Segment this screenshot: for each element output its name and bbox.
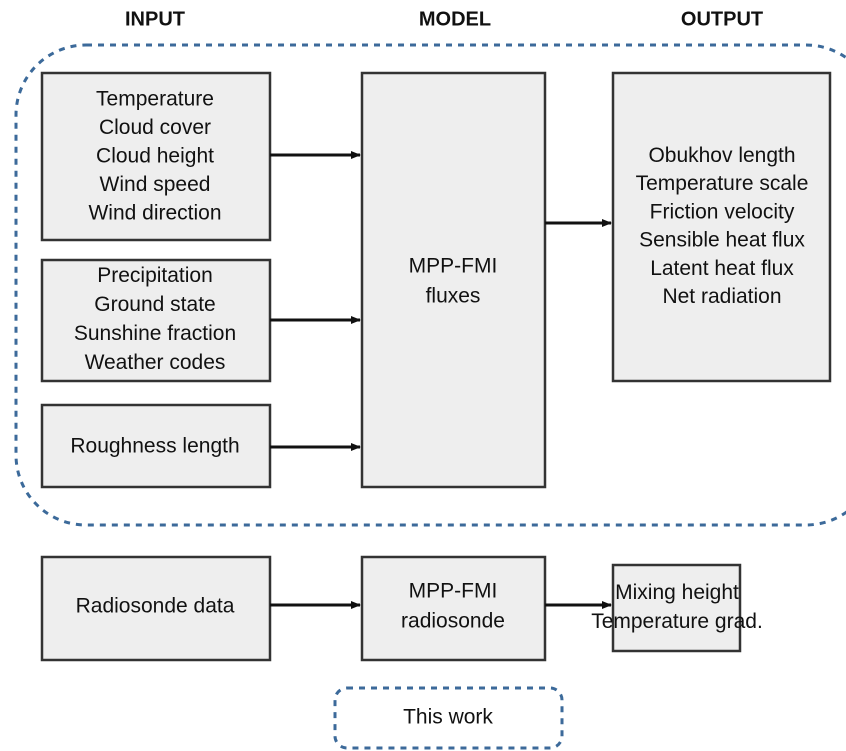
node-label: Mixing height <box>615 581 739 604</box>
node-label: Temperature grad. <box>591 610 763 633</box>
node-label: Friction velocity <box>650 200 795 223</box>
node-label: MPP-FMI <box>409 580 498 603</box>
node-label: Wind direction <box>88 202 221 225</box>
header: OUTPUT <box>681 8 763 30</box>
input-box <box>40 258 272 383</box>
input-box <box>40 555 272 662</box>
legend-box <box>333 686 564 750</box>
output-box <box>611 563 742 653</box>
node-label: Temperature <box>96 88 214 111</box>
node-label: Net radiation <box>662 285 781 308</box>
node-label: Weather codes <box>85 351 226 374</box>
node-label: Cloud cover <box>99 116 211 139</box>
node-label: Roughness length <box>70 435 239 458</box>
node-label: Ground state <box>94 293 215 316</box>
node-label: Cloud height <box>96 145 214 168</box>
node-label: Temperature scale <box>636 172 809 195</box>
output-box <box>611 71 832 383</box>
node-label: Obukhov length <box>648 144 795 167</box>
node-label: radiosonde <box>401 610 505 633</box>
header: INPUT <box>125 8 185 30</box>
model-box <box>360 71 547 489</box>
legend-label: This work <box>403 706 493 729</box>
node-label: Precipitation <box>97 264 213 287</box>
node-label: Radiosonde data <box>76 595 235 618</box>
work-boundary <box>14 43 846 527</box>
node-label: fluxes <box>426 285 481 308</box>
node-label: Sunshine fraction <box>74 322 236 345</box>
input-box <box>40 71 272 242</box>
model-box <box>360 555 547 662</box>
node-label: Latent heat flux <box>650 257 794 280</box>
header: MODEL <box>419 8 491 30</box>
node-label: Wind speed <box>100 173 211 196</box>
node-label: MPP-FMI <box>409 255 498 278</box>
arrows <box>270 151 612 609</box>
node-label: Sensible heat flux <box>639 229 805 252</box>
